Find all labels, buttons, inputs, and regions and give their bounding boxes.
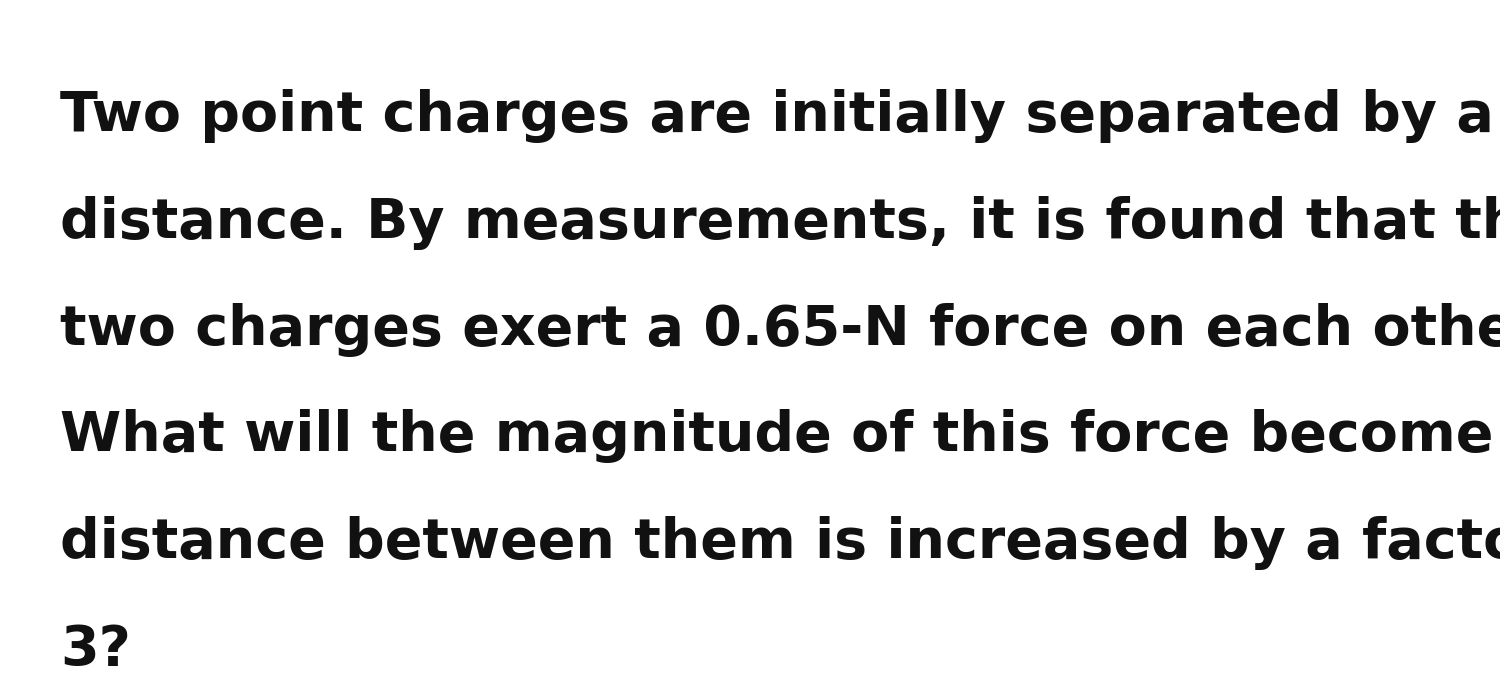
Text: two charges exert a 0.65-N force on each other.: two charges exert a 0.65-N force on each… bbox=[60, 303, 1500, 356]
Text: Two point charges are initially separated by a certain: Two point charges are initially separate… bbox=[60, 89, 1500, 143]
Text: distance between them is increased by a factor of: distance between them is increased by a … bbox=[60, 516, 1500, 570]
Text: distance. By measurements, it is found that these: distance. By measurements, it is found t… bbox=[60, 196, 1500, 250]
Text: What will the magnitude of this force become if the: What will the magnitude of this force be… bbox=[60, 409, 1500, 463]
Text: 3?: 3? bbox=[60, 623, 130, 676]
